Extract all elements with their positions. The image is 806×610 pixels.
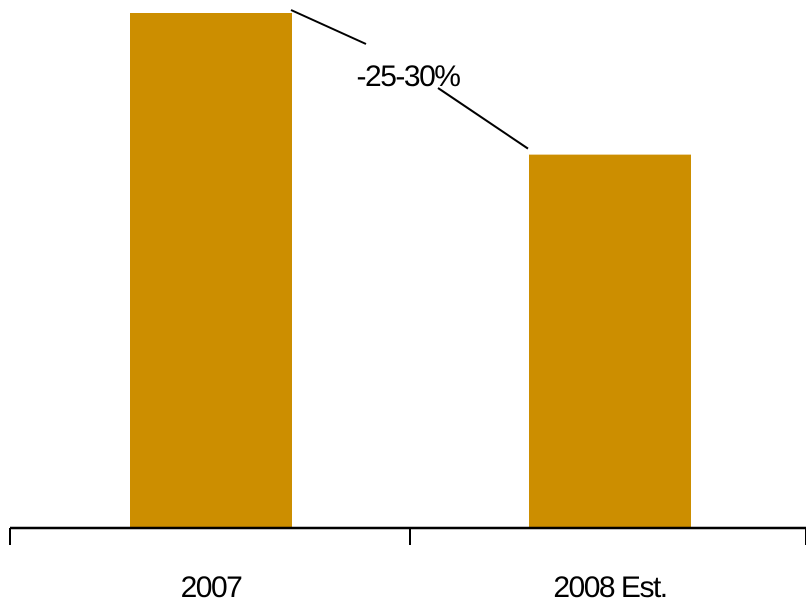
x-axis-tick-labels: 2007 2008 Est. [181, 571, 669, 604]
bar-2007 [130, 13, 292, 528]
x-axis-ticks [9, 528, 806, 545]
tick-label-2007: 2007 [181, 571, 243, 604]
annotation-label: -25-30% [357, 60, 461, 93]
change-annotation: -25-30% [290, 9, 529, 150]
bar-2008-est [529, 154, 691, 528]
bars-layer [130, 13, 691, 528]
annotation-connector-upper [290, 9, 367, 45]
tick-label-2008-est: 2008 Est. [553, 571, 666, 604]
annotation-connector-lower [437, 87, 529, 150]
